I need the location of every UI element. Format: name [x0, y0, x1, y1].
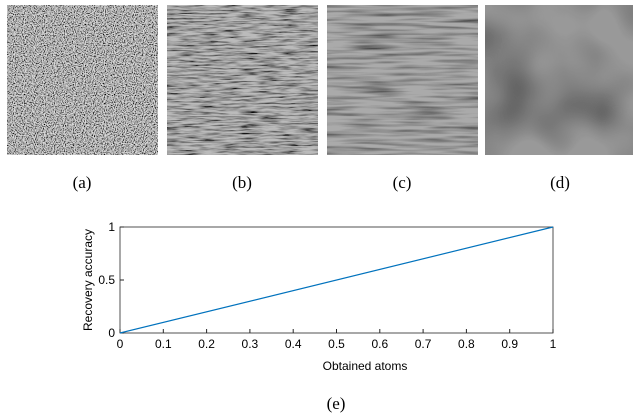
x-tick-label: 0.9: [501, 337, 518, 351]
image-b: [167, 5, 318, 155]
x-tick-label: 0.4: [285, 337, 302, 351]
x-tick-label: 0.7: [415, 337, 432, 351]
y-tick-label: 1: [108, 220, 115, 234]
x-tick-label: 1: [550, 337, 557, 351]
image-a: [7, 5, 158, 155]
x-tick-label: 0.2: [198, 337, 215, 351]
y-tick-label: 0.5: [98, 273, 115, 287]
y-axis-label: Recovery accuracy: [81, 229, 95, 331]
caption: (a): [73, 173, 92, 192]
x-tick-label: 0.3: [242, 337, 259, 351]
x-tick-label: 0.5: [328, 337, 345, 351]
caption: (b): [232, 173, 252, 192]
x-tick-label: 0.1: [155, 337, 172, 351]
caption: (d): [550, 173, 570, 192]
line: [119, 226, 554, 334]
x-tick-label: 0.8: [458, 337, 475, 351]
y-tick-label: 0: [108, 326, 115, 340]
x-tick-label: 0: [117, 337, 124, 351]
x-axis-label: Obtained atoms: [323, 359, 408, 373]
caption: (c): [393, 173, 412, 192]
caption: (e): [327, 394, 346, 413]
image-c: [327, 5, 478, 155]
x-tick-label: 0.6: [371, 337, 388, 351]
image-d: [485, 5, 633, 155]
